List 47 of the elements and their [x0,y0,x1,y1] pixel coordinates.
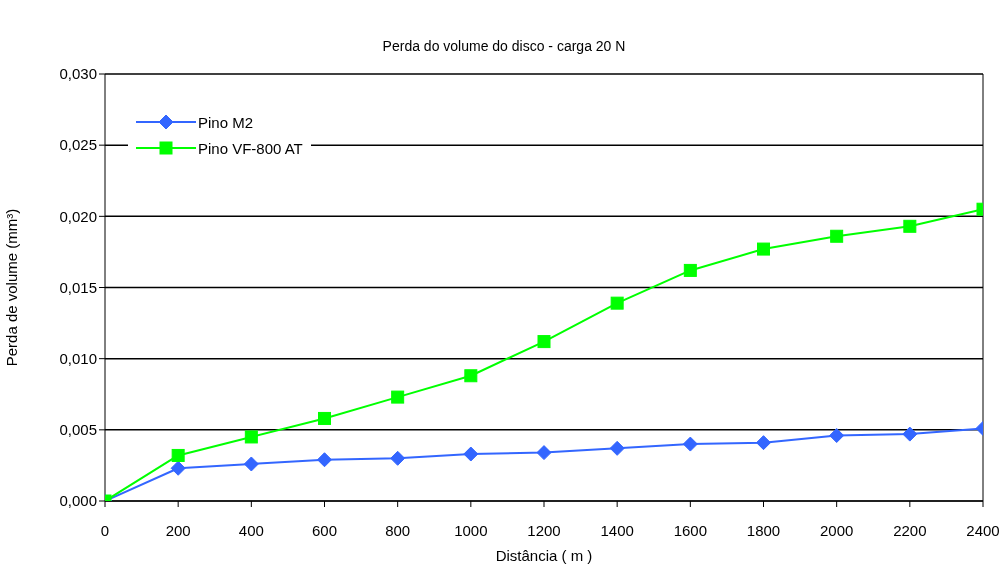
point [757,242,770,256]
point [317,452,332,468]
point [390,450,406,466]
x-tick-label: 0 [100,521,110,539]
point [537,335,551,349]
x-tick-label: 1000 [454,521,488,539]
y-tick-label: 0,000 [59,492,97,510]
point [536,445,552,461]
point [756,435,771,451]
x-tick-label: 400 [238,521,264,539]
x-tick-label: 600 [311,521,338,539]
point [171,448,185,462]
x-tick-label: 800 [385,521,411,539]
point [610,296,624,310]
point [170,460,186,476]
x-tick-label: 1200 [527,521,561,539]
x-axis-title: Distância ( m ) [495,547,593,564]
y-tick-label: 0,015 [59,278,97,296]
x-tick-label: 1400 [600,521,634,539]
point [463,446,479,462]
point [609,440,625,456]
legend-label: Pino VF-800 AT [198,139,303,157]
point [318,411,331,425]
y-axis-title: Perda de volume (mm³) [3,208,21,367]
y-tick-label: 0,030 [59,65,97,83]
x-tick-label: 2000 [819,521,854,539]
point [903,219,917,233]
y-tick-label: 0,025 [59,136,97,154]
point [682,436,698,452]
point [243,456,259,472]
y-tick-label: 0,010 [59,349,97,367]
x-tick-label: 1800 [746,521,781,539]
x-tick-label: 2200 [893,521,927,539]
point [902,426,918,442]
chart-title: Perda do volume do disco - carga 20 N [381,38,627,54]
point [391,390,405,404]
legend-label: Pino M2 [198,113,254,131]
point [464,369,478,383]
y-tick-label: 0,020 [59,207,97,225]
x-tick-label: 1600 [673,521,708,539]
point [830,229,844,243]
y-tick-label: 0,005 [59,421,97,439]
point [683,263,697,277]
point [244,430,258,444]
point [829,428,845,444]
x-tick-label: 200 [165,521,191,539]
x-tick-label: 2400 [966,521,1000,539]
